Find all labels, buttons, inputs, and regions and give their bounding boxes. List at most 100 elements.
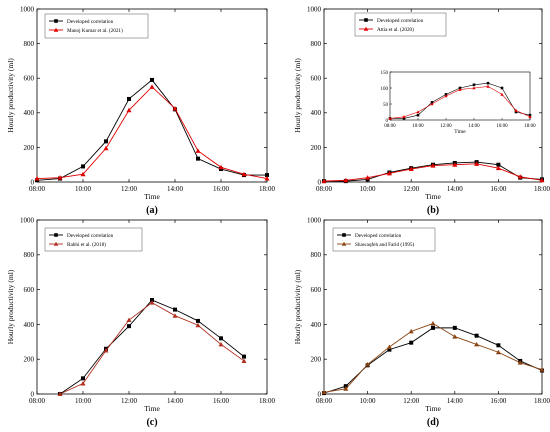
x-tick-label: 16:00 xyxy=(213,185,229,193)
data-point xyxy=(474,161,480,166)
data-point xyxy=(173,307,177,312)
legend-marker xyxy=(54,233,58,237)
x-tick-label: 08:00 xyxy=(29,185,45,193)
inset-data-point xyxy=(486,81,490,85)
data-point xyxy=(386,344,392,350)
data-point xyxy=(149,84,155,89)
y-tick-label: 800 xyxy=(311,40,322,48)
panel-label: (d) xyxy=(427,417,439,428)
data-point xyxy=(387,347,392,352)
y-tick-label: 800 xyxy=(24,40,35,48)
data-point xyxy=(196,318,200,323)
x-tick-label: 14:00 xyxy=(447,185,463,193)
panel-label: (a) xyxy=(146,205,158,216)
data-point xyxy=(343,384,348,389)
y-tick-label: 1000 xyxy=(307,216,322,224)
data-point xyxy=(474,333,479,338)
data-point xyxy=(127,324,131,329)
x-tick-label: 12:00 xyxy=(403,397,419,405)
x-axis-title: Time xyxy=(144,404,160,413)
data-point xyxy=(430,163,436,168)
series-line-1 xyxy=(323,327,543,394)
x-tick-label: 18:00 xyxy=(259,397,275,405)
y-tick-label: 400 xyxy=(311,321,322,329)
data-point xyxy=(495,165,501,171)
data-point xyxy=(517,360,523,365)
inset-data-point xyxy=(402,117,406,120)
y-tick-label: 1000 xyxy=(307,5,322,13)
x-tick-label: 18:00 xyxy=(534,397,550,405)
x-tick-label: 18:00 xyxy=(534,185,550,193)
plot-frame xyxy=(323,219,543,395)
data-point xyxy=(149,300,155,305)
data-point xyxy=(241,358,247,363)
data-point xyxy=(496,343,501,348)
y-tick-label: 0 xyxy=(318,390,322,398)
legend-box xyxy=(44,227,143,252)
legend-box xyxy=(332,227,436,252)
legend-entry: Developed correlation xyxy=(67,233,114,239)
data-point xyxy=(321,389,327,395)
data-point xyxy=(265,173,269,178)
data-point xyxy=(539,367,545,372)
inset-data-point xyxy=(388,116,392,120)
x-tick-label: 16:00 xyxy=(213,397,229,405)
plot-frame xyxy=(36,219,268,395)
legend-entry: Attia et al. (2020) xyxy=(377,26,414,33)
y-tick-label: 800 xyxy=(311,251,322,259)
inset-y-tick-label: 100 xyxy=(381,87,389,92)
panel-label: (b) xyxy=(427,205,439,216)
data-point xyxy=(219,336,223,341)
data-point xyxy=(452,325,457,330)
data-point xyxy=(103,145,109,151)
data-point xyxy=(495,349,501,355)
data-point xyxy=(452,162,458,167)
data-point xyxy=(408,166,414,172)
panel-c: 0 200 400 600 800 1000 08:00 10:00 12:00 14:00 16:… xyxy=(6,216,275,428)
inset-data-point xyxy=(472,83,476,87)
legend-marker xyxy=(54,19,58,23)
inset-x-axis-title: Time xyxy=(454,129,466,135)
inset-y-tick-label: 0 xyxy=(386,119,389,124)
legend-entry: Shawaqfeh and Farid (1995) xyxy=(355,241,414,248)
legend-entry: Developed correlation xyxy=(67,19,114,25)
series-line-1 xyxy=(59,299,245,395)
data-point xyxy=(195,148,201,153)
data-point xyxy=(150,77,154,82)
x-axis-title: Time xyxy=(425,192,441,201)
legend-entry: Rabhi et al. (2018) xyxy=(67,241,106,248)
y-tick-label: 800 xyxy=(24,251,35,259)
data-point xyxy=(195,322,201,328)
x-tick-label: 12:00 xyxy=(121,397,137,405)
x-tick-label: 14:00 xyxy=(167,397,183,405)
data-point xyxy=(431,325,435,330)
data-point xyxy=(496,162,501,167)
panel-label: (c) xyxy=(146,417,157,428)
inset-y-tick-label: 150 xyxy=(381,71,389,76)
data-point xyxy=(57,391,63,396)
plot-frame xyxy=(36,8,268,183)
data-point xyxy=(264,176,270,181)
x-axis-title: Time xyxy=(144,192,160,201)
y-tick-label: 1000 xyxy=(20,216,35,224)
inset-data-point xyxy=(500,86,504,90)
inset-x-tick-label: 14:00 xyxy=(468,124,480,129)
inset-data-point xyxy=(472,86,476,90)
x-axis-title: Time xyxy=(425,404,441,413)
x-tick-label: 16:00 xyxy=(490,397,506,405)
y-tick-label: 400 xyxy=(311,109,322,117)
inset-x-tick-label: 12:00 xyxy=(440,124,452,129)
inset-x-tick-label: 10:00 xyxy=(412,124,424,129)
data-point xyxy=(103,348,109,353)
inset-frame xyxy=(389,71,531,121)
y-tick-label: 400 xyxy=(24,109,35,117)
panel-a: 0 200 400 600 800 1000 08:00 10:00 12:00 14:00 16:… xyxy=(6,5,275,216)
y-tick-label: 600 xyxy=(311,75,322,83)
y-tick-label: 0 xyxy=(31,178,35,186)
inset-data-point xyxy=(458,87,462,91)
data-point xyxy=(218,164,224,170)
inset-data-point xyxy=(444,94,448,98)
data-point xyxy=(343,177,349,183)
data-point xyxy=(127,96,131,101)
